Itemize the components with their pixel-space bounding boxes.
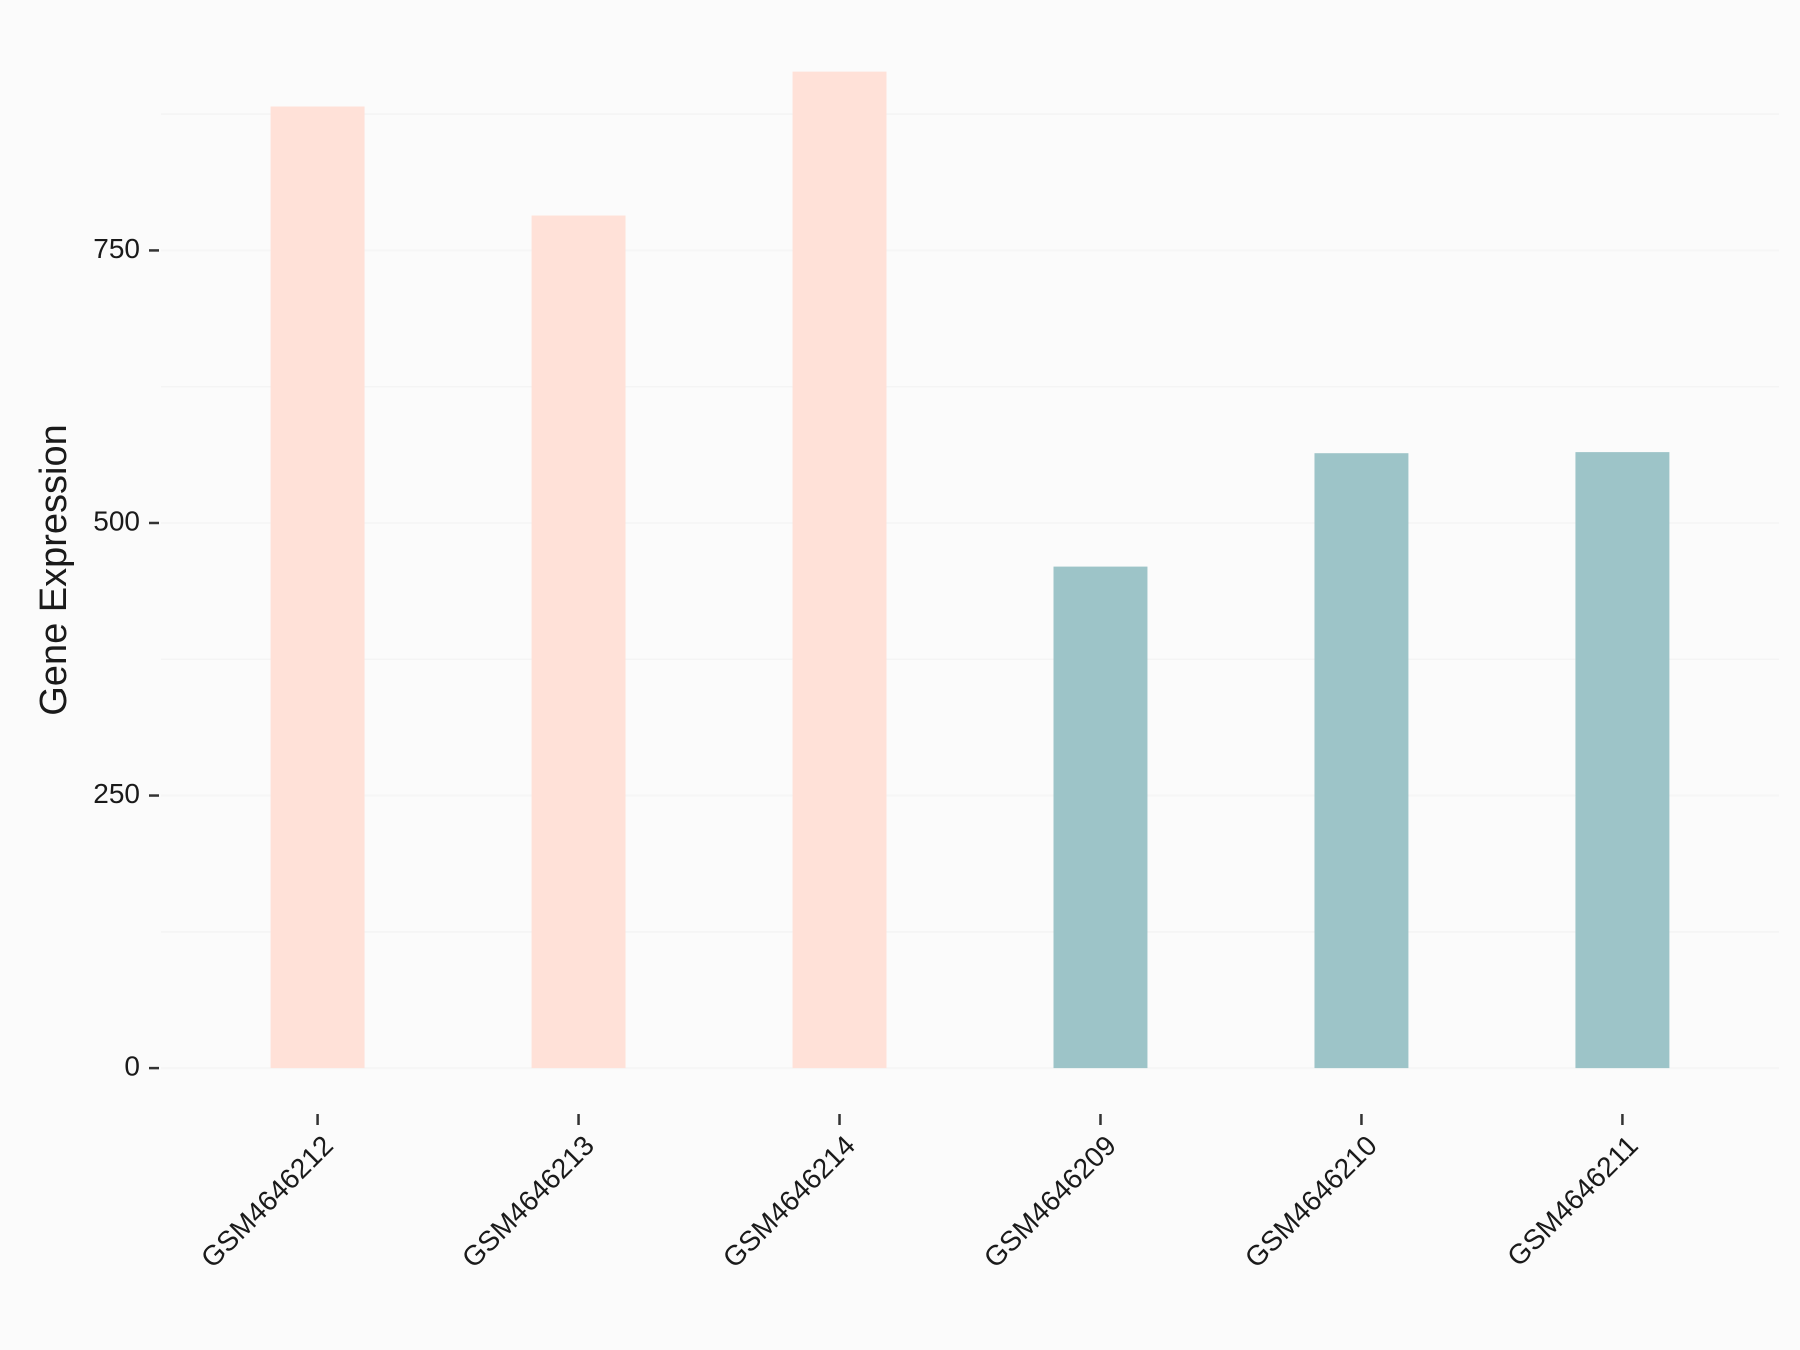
y-tick-label: 750 [93,233,140,264]
y-tick-label: 250 [93,778,140,809]
bar [792,71,887,1069]
bar [1053,566,1148,1069]
y-axis-title: Gene Expression [33,424,75,716]
bar [270,106,365,1069]
bar [1314,453,1409,1069]
bar [531,215,626,1069]
bar [1575,452,1670,1069]
y-tick-label: 500 [93,505,140,536]
y-tick-label: 0 [124,1050,140,1081]
